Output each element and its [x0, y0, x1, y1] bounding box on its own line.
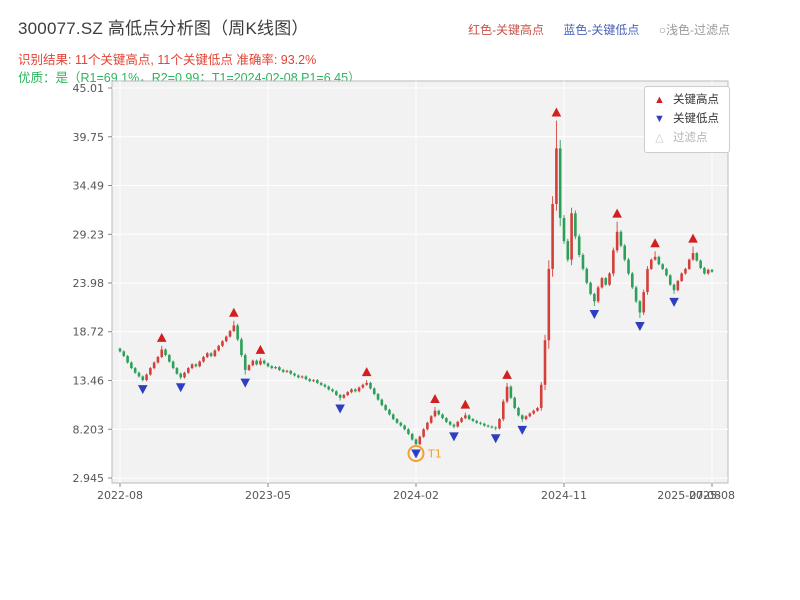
svg-text:2023-05: 2023-05 [245, 489, 291, 502]
legend-item-filtered: △ 过滤点 [653, 131, 719, 146]
page-title: 300077.SZ 高低点分析图（周K线图） [18, 19, 309, 38]
svg-text:2025-07-08: 2025-07-08 [657, 489, 721, 502]
top-legend-filtered: ○浅色-过滤点 [658, 23, 730, 37]
key-high-triangle-icon: ▲ [654, 94, 665, 106]
svg-text:23.98: 23.98 [73, 277, 105, 290]
legend-key-low-label: 关键低点 [673, 113, 719, 125]
svg-text:2025-08: 2025-08 [689, 489, 735, 502]
svg-text:34.49: 34.49 [73, 180, 105, 193]
svg-text:2024-02: 2024-02 [393, 489, 439, 502]
svg-text:8.203: 8.203 [73, 423, 105, 436]
top-legend: 红色-关键高点 蓝色-关键低点 ○浅色-过滤点 [452, 21, 730, 38]
recognition-result-line: 识别结果: 11个关键高点, 11个关键低点 准确率: 93.2% [18, 53, 317, 67]
svg-text:13.46: 13.46 [73, 375, 105, 388]
top-legend-key-low: 蓝色-关键低点 [563, 23, 640, 37]
legend-key-high-label: 关键高点 [673, 94, 719, 106]
legend-item-key-low: ▼ 关键低点 [653, 112, 719, 127]
top-legend-key-high: 红色-关键高点 [468, 23, 545, 37]
svg-text:18.72: 18.72 [73, 326, 105, 339]
key-low-triangle-icon: ▼ [654, 113, 665, 125]
legend-item-key-high: ▲ 关键高点 [653, 93, 719, 108]
filtered-point-icon: △ [655, 132, 664, 144]
legend-filtered-label: 过滤点 [673, 132, 708, 144]
svg-text:2022-08: 2022-08 [97, 489, 143, 502]
svg-text:2024-11: 2024-11 [541, 489, 587, 502]
svg-text:29.23: 29.23 [73, 228, 105, 241]
svg-text:39.75: 39.75 [73, 131, 105, 144]
svg-text:45.01: 45.01 [73, 82, 105, 95]
svg-text:T1: T1 [427, 448, 442, 461]
chart-legend: ▲ 关键高点 ▼ 关键低点 △ 过滤点 [644, 86, 730, 153]
svg-text:2.945: 2.945 [73, 472, 105, 485]
